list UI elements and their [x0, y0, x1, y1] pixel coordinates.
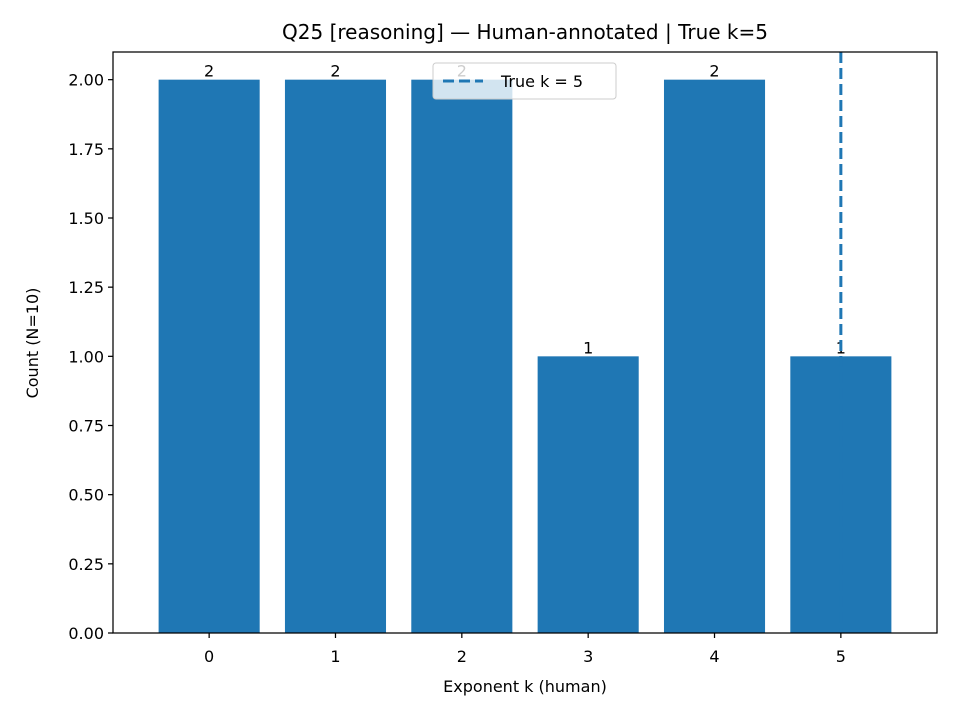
y-axis-label: Count (N=10)	[23, 288, 42, 399]
y-tick-label: 0.75	[68, 417, 104, 436]
bar-3	[537, 356, 639, 633]
chart-title: Q25 [reasoning] — Human-annotated | True…	[282, 20, 768, 44]
legend-entry-label: True k = 5	[500, 72, 583, 91]
bars-group	[158, 79, 892, 633]
legend: True k = 5	[432, 62, 617, 100]
y-axis: 0.00 0.25 0.50 0.75 1.00 1.25 1.50 1.75 2.00	[68, 71, 113, 643]
bar-2	[411, 79, 513, 633]
y-tick-label: 0.25	[68, 555, 104, 574]
x-tick-label: 4	[709, 647, 719, 666]
x-tick-label: 2	[457, 647, 467, 666]
legend-box	[432, 62, 617, 100]
bar-0	[158, 79, 260, 633]
x-axis: 0 1 2 3 4 5	[204, 633, 846, 666]
x-axis-label: Exponent k (human)	[443, 677, 607, 696]
data-label-3: 1	[583, 338, 593, 357]
y-tick-label: 1.25	[68, 278, 104, 297]
y-tick-label: 1.00	[68, 347, 104, 366]
y-tick-label: 2.00	[68, 71, 104, 90]
bar-1	[284, 79, 387, 633]
data-label-1: 2	[330, 62, 340, 81]
data-label-4: 2	[709, 62, 719, 81]
x-tick-label: 3	[583, 647, 593, 666]
x-tick-label: 0	[204, 647, 214, 666]
y-tick-label: 1.75	[68, 140, 104, 159]
data-label-0: 2	[204, 62, 214, 81]
y-tick-label: 0.00	[68, 624, 104, 643]
y-tick-label: 0.50	[68, 486, 104, 505]
y-tick-label: 1.50	[68, 209, 104, 228]
x-tick-label: 5	[836, 647, 846, 666]
x-tick-label: 1	[330, 647, 340, 666]
plot-frame	[112, 51, 938, 634]
bar-4	[663, 79, 766, 633]
